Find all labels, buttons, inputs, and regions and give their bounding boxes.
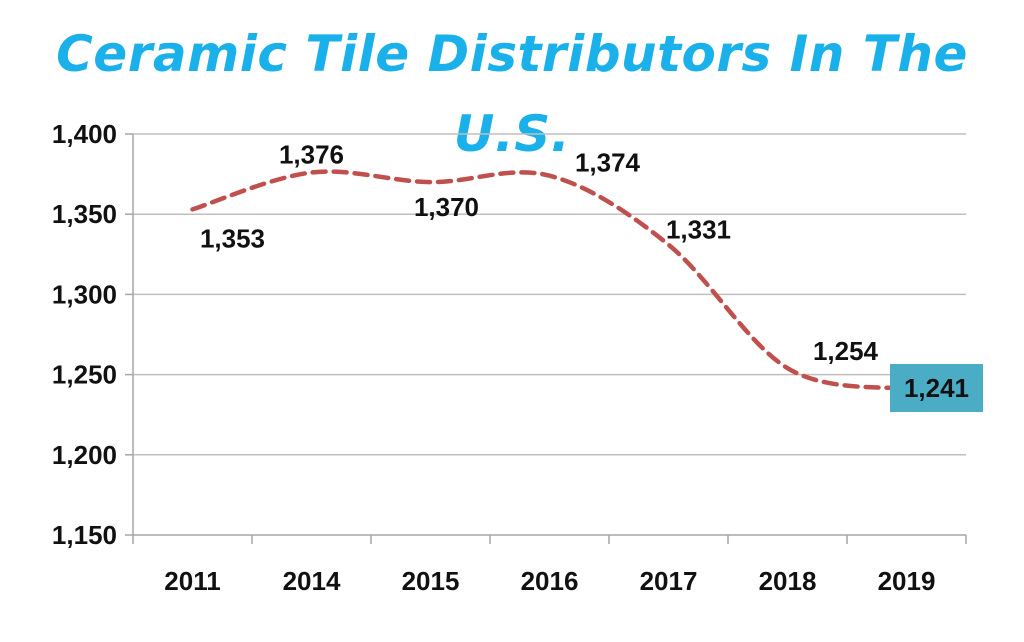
data-label: 1,376 (279, 139, 344, 169)
x-tick-label: 2014 (283, 566, 341, 596)
series-line (190, 169, 909, 392)
y-tick-label: 1,300 (52, 279, 117, 309)
axes: 1,150 1,200 1,250 1,300 1,350 1,400 2011 2014 20… (52, 119, 967, 596)
y-tick-label: 1,350 (52, 199, 117, 229)
data-label: 1,331 (666, 215, 731, 245)
y-tick-label: 1,250 (52, 360, 117, 390)
y-tick-label: 1,400 (52, 119, 117, 149)
x-tick-label: 2017 (640, 566, 698, 596)
series-layer (190, 169, 909, 392)
y-tick-label: 1,150 (52, 520, 117, 550)
data-label: 1,374 (575, 148, 641, 178)
highlight-box (890, 364, 983, 412)
y-tick-label: 1,200 (52, 440, 117, 470)
data-label: 1,370 (414, 192, 479, 222)
x-tick-label: 2016 (521, 566, 579, 596)
x-tick-label: 2018 (759, 566, 817, 596)
gridlines (133, 133, 966, 456)
data-labels: 1,353 1,376 1,370 1,374 1,331 1,254 1,241 (200, 139, 983, 412)
data-label: 1,353 (200, 223, 265, 253)
data-label: 1,254 (813, 336, 879, 366)
x-tick-label: 2011 (164, 566, 220, 596)
data-label: 1,241 (904, 373, 969, 403)
x-tick-label: 2015 (402, 566, 460, 596)
x-tick-label: 2019 (878, 566, 936, 596)
